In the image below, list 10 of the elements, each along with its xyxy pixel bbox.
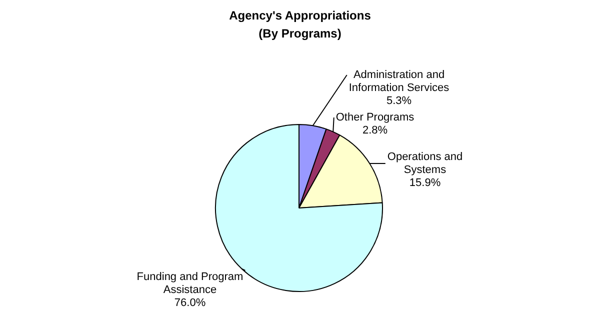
slice-label: Administration and Information Services (348, 69, 450, 94)
slice-label: Other Programs (336, 112, 415, 124)
data-label: 2.8% (362, 124, 388, 137)
data-label: 76.0% (174, 297, 206, 310)
slice-label: Operations and Systems (387, 151, 463, 176)
data-label: 15.9% (409, 177, 441, 190)
chart-subtitle: (By Programs) (258, 26, 342, 40)
data-label: 5.3% (386, 95, 412, 108)
chart-title: Agency's Appropriations (229, 8, 372, 22)
slice-label: Funding and Program Assistance (136, 271, 244, 296)
